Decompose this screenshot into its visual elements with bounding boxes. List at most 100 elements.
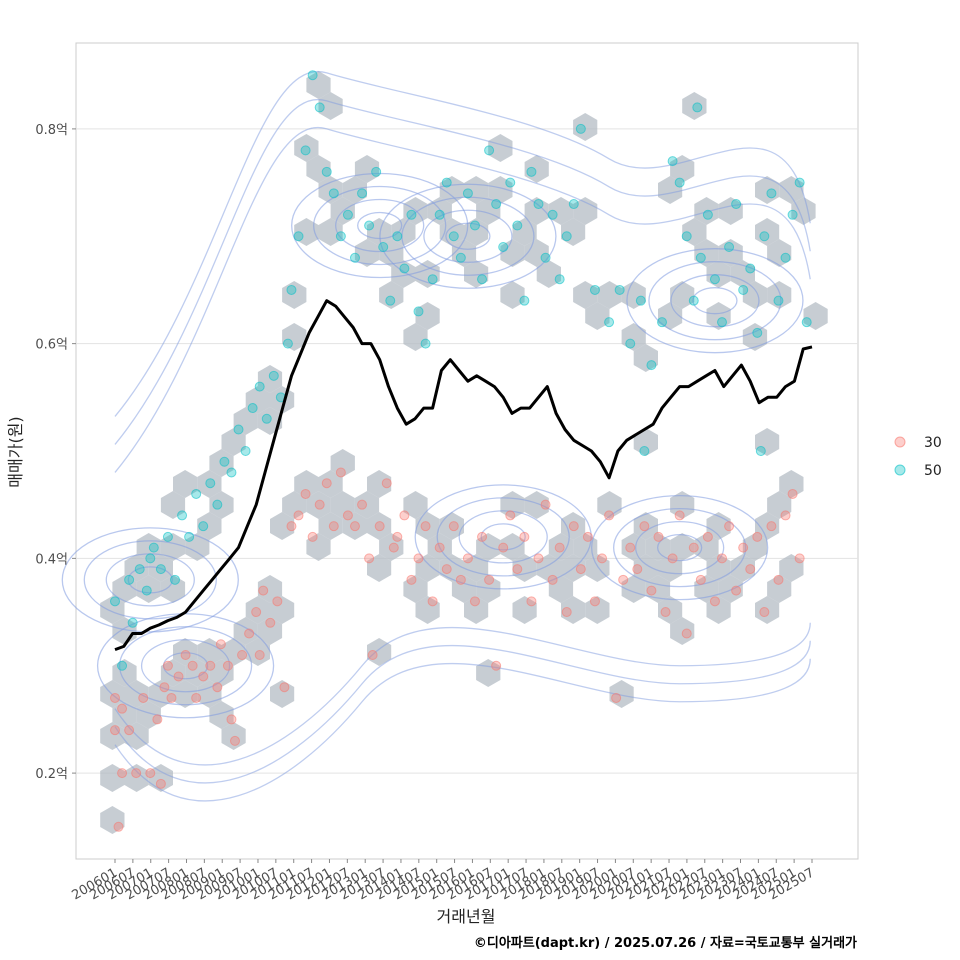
point-30 xyxy=(618,574,629,585)
legend-label-50: 50 xyxy=(924,463,942,479)
hex-bin xyxy=(548,197,574,225)
hex-bin xyxy=(548,533,574,561)
point-30 xyxy=(604,510,615,521)
point-50 xyxy=(441,177,452,188)
point-50 xyxy=(261,413,272,424)
point-30 xyxy=(639,521,650,532)
density-contour xyxy=(414,484,592,590)
hex-bin xyxy=(318,512,343,540)
point-30 xyxy=(162,660,173,671)
hex-bin xyxy=(670,533,695,561)
hex-bin xyxy=(318,218,343,246)
point-50 xyxy=(484,145,495,156)
hex-bin xyxy=(730,554,755,582)
hex-bin xyxy=(633,428,658,456)
hex-bin xyxy=(173,638,198,666)
point-50 xyxy=(169,574,180,585)
hex-bin xyxy=(500,281,525,309)
hex-bin xyxy=(706,554,731,582)
hex-bin xyxy=(512,596,537,624)
point-50 xyxy=(254,381,265,392)
point-30 xyxy=(357,499,368,510)
hex-bin xyxy=(585,554,610,582)
point-30 xyxy=(226,714,237,725)
hex-bin xyxy=(415,302,440,330)
point-50 xyxy=(635,295,646,306)
density-contour-outer xyxy=(114,126,811,473)
point-50 xyxy=(314,102,325,113)
hex-bin xyxy=(767,281,792,309)
point-50 xyxy=(519,295,530,306)
hex-bin xyxy=(524,239,549,267)
hex-bin xyxy=(464,596,489,624)
hex-bin xyxy=(136,701,161,729)
hex-bin xyxy=(367,512,392,540)
hex-bin xyxy=(561,218,586,246)
density-contour xyxy=(335,198,425,253)
density-contour xyxy=(83,540,217,620)
point-30 xyxy=(477,531,488,542)
point-30 xyxy=(113,821,124,832)
hex-bin xyxy=(415,596,440,624)
hex-bin xyxy=(294,218,319,246)
density-contour xyxy=(61,527,239,633)
hex-bin xyxy=(500,533,525,561)
point-30 xyxy=(554,542,565,553)
point-50 xyxy=(247,403,258,414)
hex-bin xyxy=(633,344,658,372)
point-50 xyxy=(702,209,713,220)
hex-bin xyxy=(403,491,428,519)
hex-bin xyxy=(658,176,683,204)
hex-bin xyxy=(633,554,658,582)
point-30 xyxy=(307,531,318,542)
point-50 xyxy=(127,617,138,628)
hex-bin xyxy=(779,470,804,498)
hex-bin xyxy=(197,638,222,666)
point-30 xyxy=(110,692,120,703)
point-50 xyxy=(568,199,579,210)
point-30 xyxy=(759,607,770,618)
density-contour xyxy=(692,287,738,315)
point-30 xyxy=(258,585,269,596)
point-30 xyxy=(695,574,706,585)
point-50 xyxy=(657,317,668,328)
density-contour xyxy=(313,185,447,266)
hex-bin xyxy=(536,260,561,288)
point-50 xyxy=(625,338,636,349)
density-contour xyxy=(458,510,548,564)
point-30 xyxy=(674,510,685,521)
point-50 xyxy=(526,166,537,177)
point-50 xyxy=(766,188,777,199)
hex-bin xyxy=(306,491,331,519)
hex-bin xyxy=(755,428,780,456)
hex-bin xyxy=(742,281,768,309)
hex-bin xyxy=(100,596,125,624)
point-30 xyxy=(547,574,558,585)
hex-bin xyxy=(585,302,610,330)
point-30 xyxy=(205,660,216,671)
point-50 xyxy=(759,231,770,242)
x-axis: 2006012006072007012007072008012008072009… xyxy=(70,859,817,903)
point-30 xyxy=(484,574,495,585)
density-contour xyxy=(379,183,557,289)
point-50 xyxy=(357,188,368,199)
hex-bin xyxy=(767,239,792,267)
point-30 xyxy=(582,531,593,542)
point-30 xyxy=(279,682,290,693)
point-50 xyxy=(498,242,509,252)
point-30 xyxy=(237,650,248,660)
point-30 xyxy=(597,553,608,564)
point-50 xyxy=(420,338,431,349)
hex-bin xyxy=(488,134,513,162)
point-50 xyxy=(724,242,735,252)
hex-bin xyxy=(160,533,186,561)
hex-bin xyxy=(294,134,319,162)
hex-bin xyxy=(100,806,125,834)
y-tick-label: 0.8억 xyxy=(35,123,68,138)
point-50 xyxy=(184,531,195,542)
hex-bin xyxy=(670,155,695,183)
point-50 xyxy=(300,145,311,156)
point-50 xyxy=(752,327,763,338)
hex-bin xyxy=(282,323,307,351)
hex-bin xyxy=(706,596,731,624)
